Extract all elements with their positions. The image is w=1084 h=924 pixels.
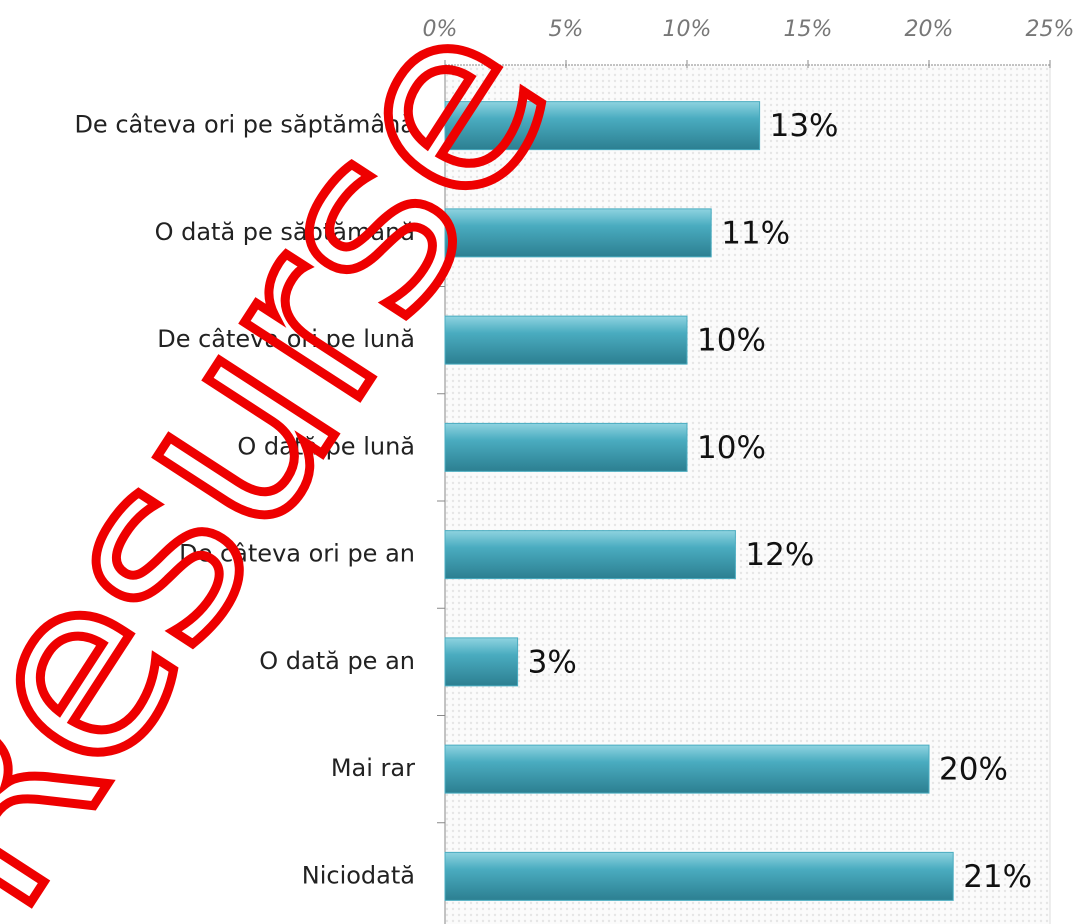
x-tick-label: 10% [663, 17, 712, 42]
bar [445, 531, 735, 579]
x-tick-label: 5% [549, 17, 584, 42]
y-tick-label: O dată pe an [259, 647, 415, 675]
chart: 0%5%10%15%20%25%De câteva ori pe săptămâ… [0, 0, 1084, 924]
bar [445, 852, 953, 900]
data-label: 21% [963, 859, 1032, 895]
bar [445, 423, 687, 471]
bar [445, 638, 518, 686]
data-label: 10% [697, 430, 766, 466]
y-tick-label: Mai rar [331, 754, 415, 782]
data-label: 10% [697, 323, 766, 359]
data-label: 20% [939, 752, 1008, 788]
data-label: 13% [770, 108, 839, 144]
x-tick-label: 20% [905, 17, 954, 42]
data-label: 3% [528, 644, 577, 680]
y-tick-label: Niciodată [302, 861, 415, 889]
bar [445, 745, 929, 793]
x-tick-label: 25% [1026, 17, 1075, 42]
x-tick-label: 15% [784, 17, 833, 42]
bar [445, 316, 687, 364]
data-label: 12% [745, 537, 814, 573]
data-label: 11% [721, 215, 790, 251]
